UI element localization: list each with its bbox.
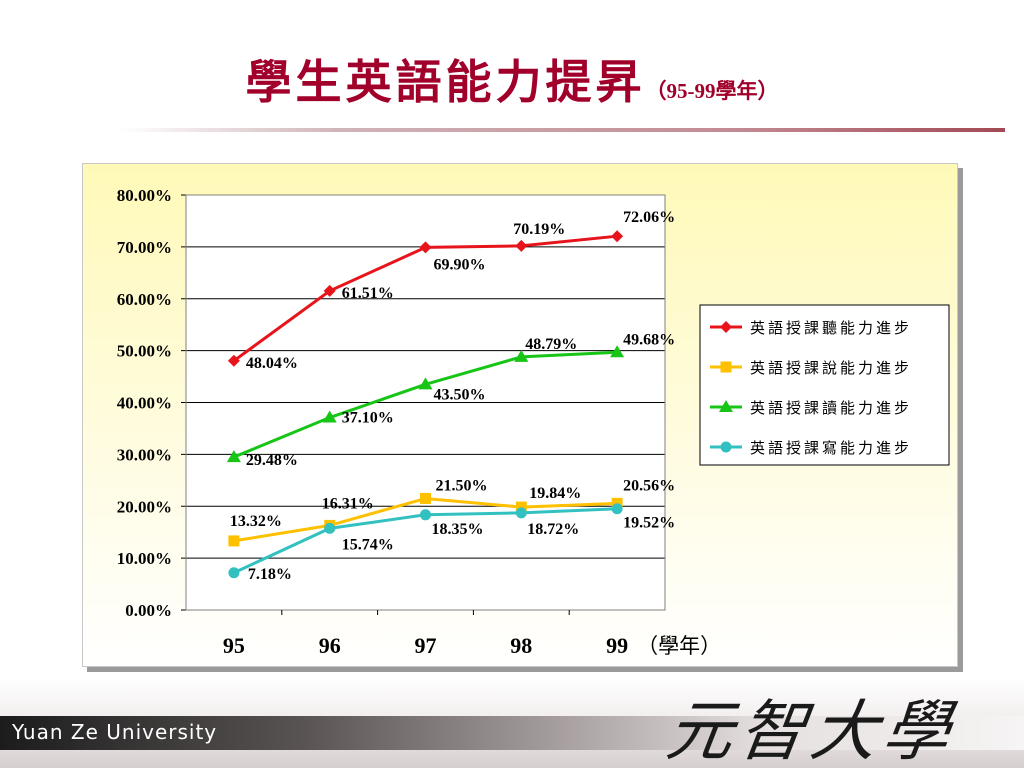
data-label: 19.84%	[529, 485, 581, 502]
y-tick-label: 70.00%	[117, 238, 172, 257]
data-point	[419, 241, 432, 254]
data-label: 43.50%	[434, 386, 486, 403]
data-label: 48.79%	[525, 336, 577, 353]
legend-marker	[720, 321, 732, 333]
title-subtitle: （95-99學年）	[645, 79, 779, 103]
data-label: 37.10%	[342, 410, 394, 427]
data-point	[228, 535, 240, 547]
legend-box	[699, 304, 950, 466]
data-label: 48.04%	[246, 355, 298, 372]
data-point	[227, 354, 240, 367]
data-label: 49.68%	[623, 331, 675, 348]
data-label: 15.74%	[342, 536, 394, 553]
data-label: 61.51%	[342, 285, 394, 302]
legend-marker	[719, 400, 733, 412]
data-point	[610, 345, 625, 358]
chart-panel: 0.00% 10.00% 20.00% 30.00% 40.00% 50.00% 60.00…	[82, 163, 958, 667]
y-tick-label: 0.00%	[125, 601, 172, 620]
title-divider	[120, 128, 1005, 132]
data-point	[418, 377, 433, 390]
data-point	[611, 503, 623, 515]
y-tick-label: 40.00%	[117, 394, 172, 413]
university-logo: 元智大學	[661, 693, 961, 770]
x-tick-label: 99	[606, 633, 628, 658]
data-label: 13.32%	[230, 513, 282, 530]
x-axis-label: （學年）	[637, 634, 721, 658]
legend-marker	[720, 361, 732, 373]
data-point	[515, 501, 527, 513]
footer-band	[0, 716, 1024, 750]
data-point	[322, 410, 337, 423]
y-tick-label: 60.00%	[117, 290, 172, 309]
legend-entry: 英語授課說能力進步	[750, 359, 912, 377]
data-label: 69.90%	[434, 256, 486, 273]
data-label: 20.56%	[623, 477, 675, 494]
data-label: 19.52%	[623, 515, 675, 532]
data-label: 7.18%	[248, 566, 292, 583]
legend-entry: 英語授課讀能力進步	[750, 399, 912, 417]
legend-entry: 英語授課聽能力進步	[750, 319, 912, 337]
data-point	[420, 492, 431, 504]
data-point	[420, 509, 431, 521]
data-label: 18.35%	[432, 521, 484, 538]
data-label: 16.31%	[322, 495, 374, 512]
x-tick-label: 95	[223, 633, 245, 658]
y-tick-label: 50.00%	[117, 342, 172, 361]
y-tick-label: 30.00%	[117, 445, 172, 464]
footer-university-name: Yuan Ze University	[12, 720, 218, 744]
data-point	[515, 239, 528, 252]
data-point	[226, 450, 241, 463]
data-label: 70.19%	[513, 221, 565, 238]
data-point	[515, 507, 527, 519]
data-label: 21.50%	[436, 477, 488, 494]
y-tick-label: 10.00%	[117, 549, 172, 568]
data-label: 29.48%	[246, 452, 298, 469]
data-point	[228, 567, 240, 579]
legend-entry: 英語授課寫能力進步	[750, 439, 912, 457]
legend-marker	[720, 441, 732, 453]
title-main: 學生英語能力提昇	[245, 55, 646, 109]
x-tick-label: 98	[510, 633, 532, 658]
y-tick-label: 80.00%	[117, 186, 172, 205]
plot-border	[185, 194, 666, 611]
x-tick-label: 97	[415, 633, 437, 658]
data-label: 72.06%	[623, 209, 675, 226]
x-tick-label: 96	[319, 633, 341, 658]
slide-title: 學生英語能力提昇（95-99學年）	[0, 46, 1024, 112]
y-tick-label: 20.00%	[117, 497, 172, 516]
data-label: 18.72%	[527, 521, 579, 538]
data-point	[611, 230, 624, 243]
line-chart: 0.00% 10.00% 20.00% 30.00% 40.00% 50.00% 60.00…	[117, 186, 950, 658]
data-point	[324, 522, 336, 534]
data-point	[514, 349, 529, 362]
data-point	[323, 284, 336, 297]
